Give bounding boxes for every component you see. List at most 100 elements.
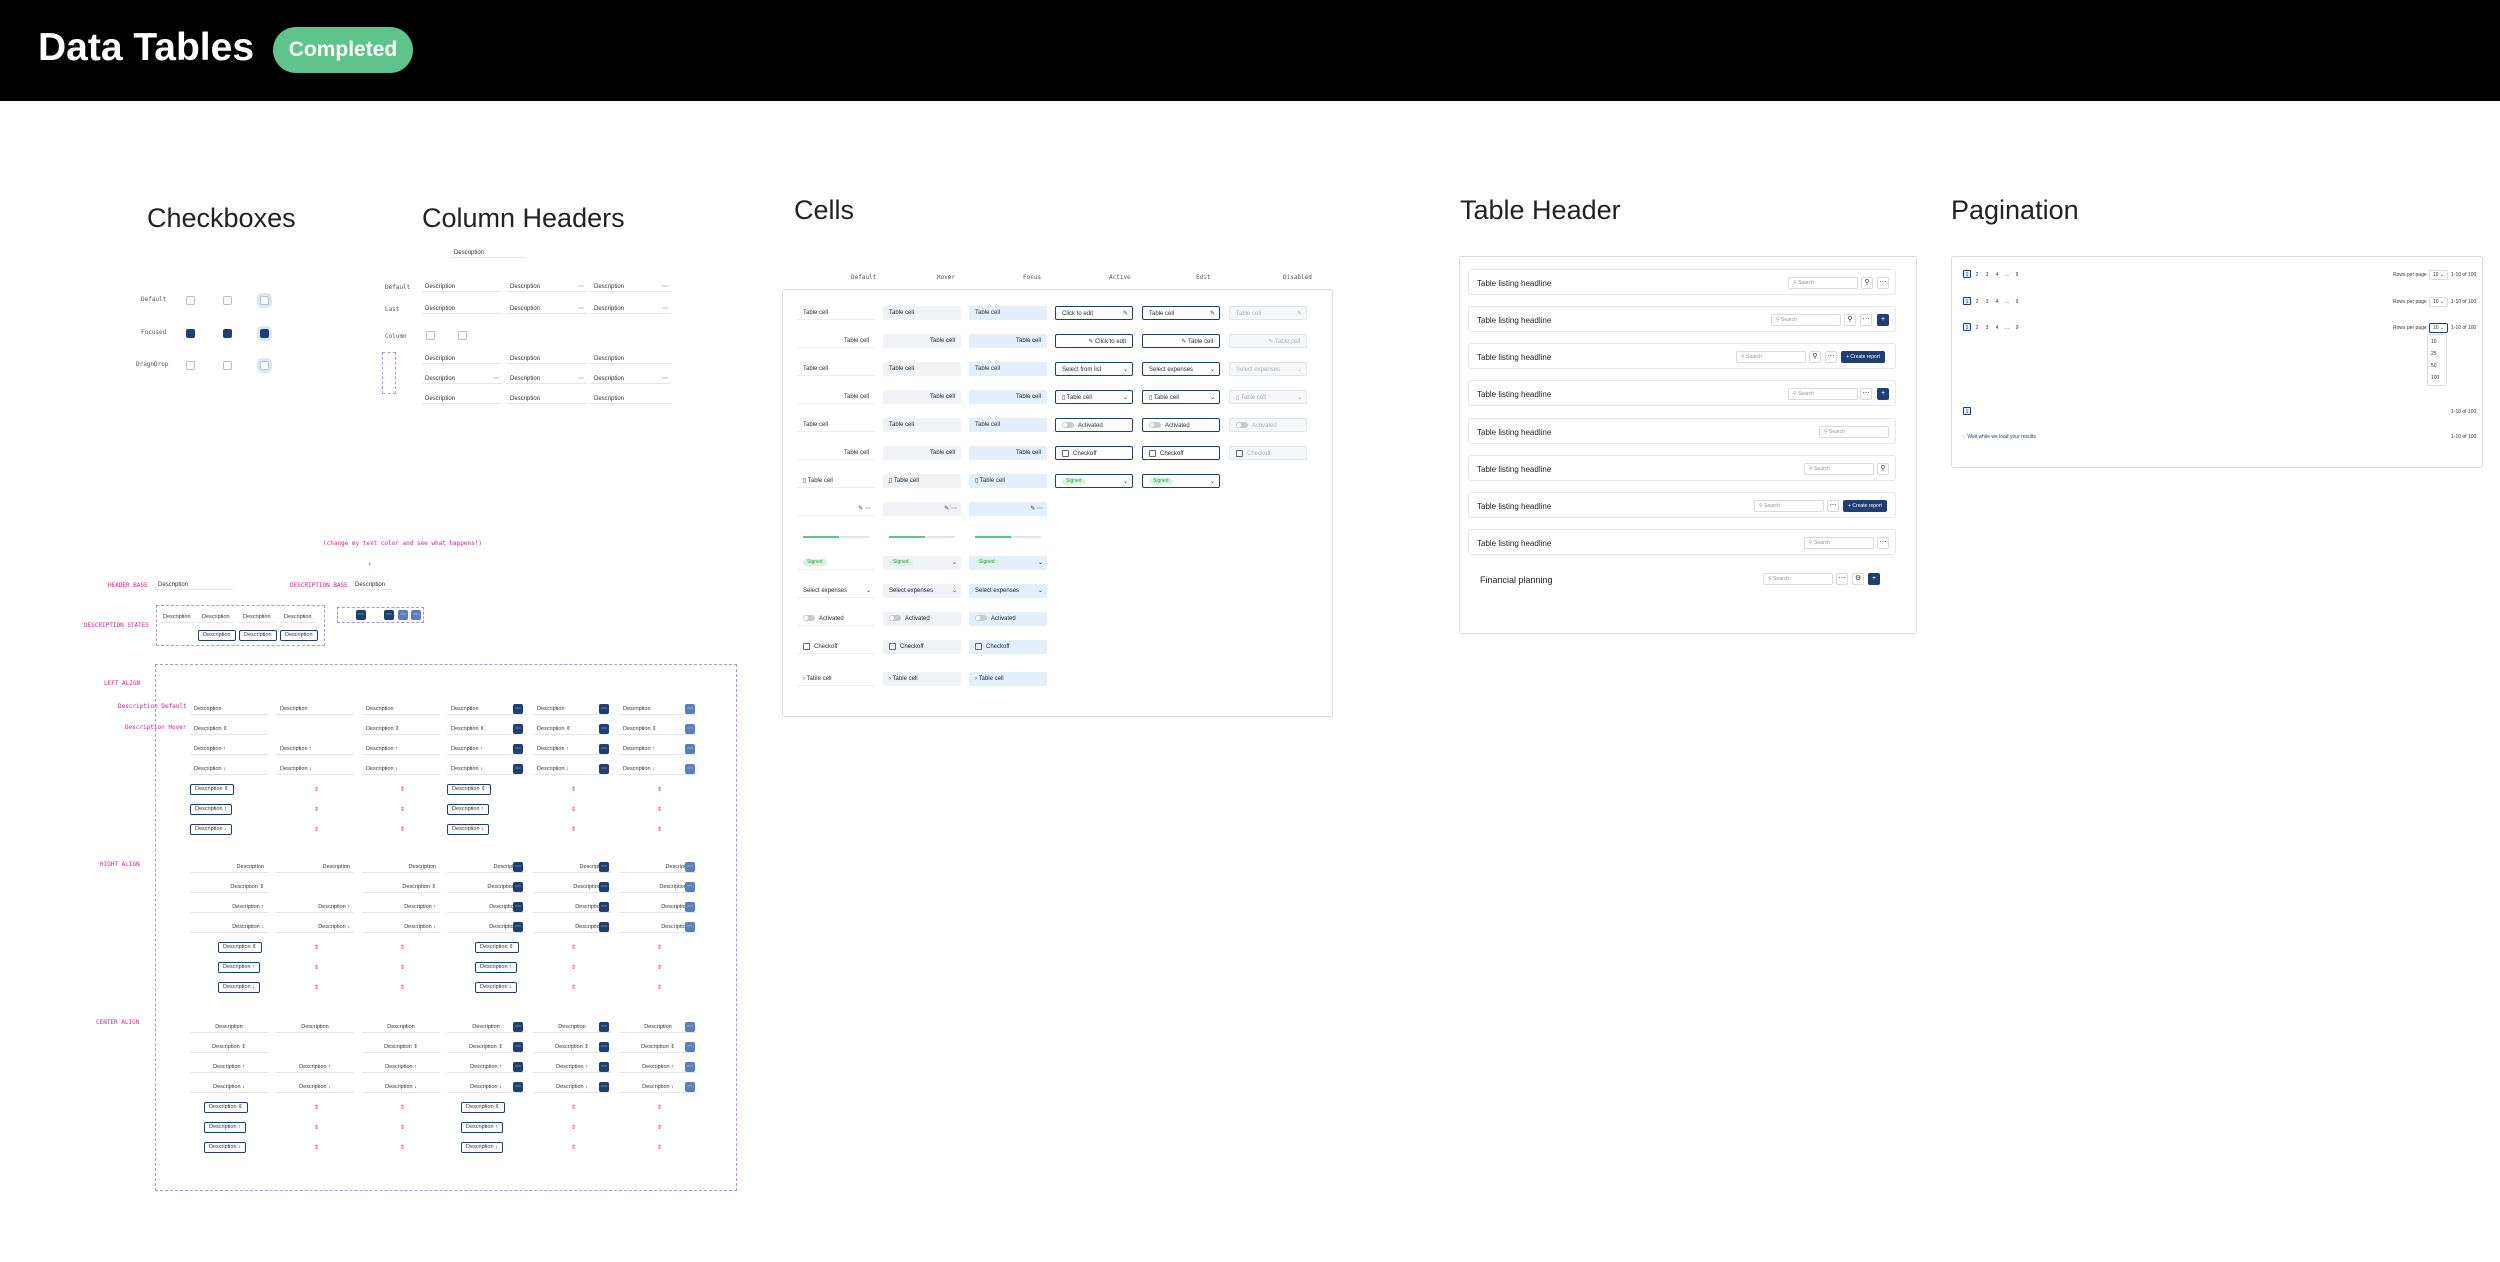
matrix-header-selected[interactable]: Description ↓ — [447, 824, 489, 835]
matrix-header-cell[interactable]: Description ↑ — [362, 1062, 440, 1073]
more-icon[interactable]: ⋯ — [1877, 277, 1889, 289]
menu-icon[interactable]: ⋯ — [599, 882, 609, 892]
matrix-header-cell[interactable]: Description — [362, 862, 440, 873]
table-cell-toggle[interactable]: Activated — [969, 612, 1047, 626]
menu-icon[interactable]: ⋯ — [599, 902, 609, 912]
menu-icon[interactable]: ⋯ — [599, 1042, 609, 1052]
matrix-header-selected[interactable]: Description ⇕ — [447, 784, 491, 795]
table-cell-active[interactable]: Signed ⌄ — [1055, 474, 1133, 488]
table-cell-active[interactable]: Click to edit ✎ — [1055, 306, 1133, 320]
page-button[interactable]: 1 — [1963, 323, 1971, 331]
menu-icon[interactable]: ⋯ — [685, 902, 695, 912]
matrix-header-cell[interactable]: Description ↑ — [533, 744, 611, 755]
matrix-header-selected[interactable]: Description ⇕ — [218, 942, 262, 953]
header-checkbox[interactable] — [458, 331, 467, 340]
matrix-header-selected[interactable]: Description ⇕ — [190, 784, 234, 795]
description-state[interactable]: Description — [239, 612, 275, 623]
table-cell-active[interactable]: ✎ Click to edit — [1055, 334, 1133, 348]
drag-handle-icon[interactable] — [223, 361, 232, 370]
page-button[interactable]: 3 — [1985, 299, 1989, 305]
matrix-header-cell[interactable]: Description ↓ — [362, 764, 440, 775]
matrix-header-cell[interactable]: Description ↑ — [619, 1062, 697, 1073]
column-header-cell[interactable]: Description — [422, 354, 502, 364]
table-cell[interactable]: Table cell — [883, 418, 961, 432]
table-cell-edit[interactable]: Checkoff — [1142, 446, 1220, 460]
toggle-icon[interactable] — [803, 615, 815, 622]
more-icon[interactable]: ⋯ — [1860, 314, 1872, 326]
menu-icon[interactable]: ⋯ — [599, 1022, 609, 1032]
matrix-header-cell[interactable]: Description ⇕ — [447, 724, 525, 735]
matrix-header-cell[interactable]: Description ↓ — [619, 1082, 697, 1093]
menu-icon[interactable]: ⋯ — [685, 724, 695, 734]
column-header-cell[interactable]: Description — [422, 304, 502, 314]
menu-option[interactable]: 25 — [2431, 351, 2437, 357]
description-state[interactable]: Description — [159, 612, 195, 623]
matrix-header-cell[interactable]: Description ↑ — [190, 744, 268, 755]
column-header-cell[interactable]: Description — [507, 394, 587, 404]
table-cell-edit[interactable]: Signed ⌄ — [1142, 474, 1220, 488]
description-base-cell[interactable]: Description — [352, 580, 392, 590]
table-cell-expand[interactable]: › Table cell — [883, 672, 961, 686]
matrix-header-cell[interactable]: Description — [447, 704, 525, 715]
menu-icon[interactable]: ⋯ — [685, 922, 695, 932]
matrix-header-cell[interactable]: Description ↓ — [447, 764, 525, 775]
table-cell[interactable]: Table cell — [797, 334, 875, 348]
menu-option[interactable]: 100 — [2431, 375, 2440, 381]
table-cell-checkbox[interactable]: Checkoff — [969, 640, 1047, 654]
filter-icon[interactable]: ⚲ — [1809, 351, 1821, 363]
table-cell[interactable]: Table cell — [969, 418, 1047, 432]
matrix-header-cell[interactable]: Description ↓ — [533, 1082, 611, 1093]
matrix-header-cell[interactable]: Description ↓ — [619, 922, 697, 933]
matrix-header-cell[interactable]: Description ↓ — [447, 1082, 525, 1093]
table-cell[interactable]: Table cell — [969, 362, 1047, 376]
page-button[interactable]: 3 — [1985, 272, 1989, 278]
table-cell-select[interactable]: Select expenses ⌄ — [969, 584, 1047, 598]
matrix-header-selected[interactable]: Description ↓ — [218, 982, 260, 993]
matrix-header-cell[interactable]: Description ↑ — [619, 744, 697, 755]
table-cell-checkbox[interactable]: Checkoff — [883, 640, 961, 654]
search-input[interactable]: ⚲ Search — [1788, 277, 1858, 289]
table-cell-select[interactable]: Select expenses ⌄ — [797, 584, 875, 598]
matrix-header-cell[interactable]: Description ↓ — [276, 764, 354, 775]
description-state-selected[interactable]: Description — [239, 630, 277, 641]
menu-icon[interactable]: ⋯ — [513, 1062, 523, 1072]
matrix-header-cell[interactable]: Description ↑ — [447, 902, 525, 913]
drag-handle-icon[interactable] — [257, 358, 272, 373]
menu-icon[interactable]: ⋯ — [599, 724, 609, 734]
menu-icon[interactable]: ⋯ — [599, 704, 609, 714]
table-cell[interactable]: Table cell — [969, 390, 1047, 404]
create-report-button[interactable]: + Create report — [1843, 500, 1887, 512]
description-state-selected[interactable]: Description — [198, 630, 236, 641]
table-cell-toggle[interactable]: Activated — [883, 612, 961, 626]
description-state-selected[interactable]: Description — [280, 630, 318, 641]
matrix-header-selected[interactable]: Description ↓ — [475, 982, 517, 993]
table-cell-active[interactable]: Select from list ⌄ — [1055, 362, 1133, 376]
table-cell-edit[interactable]: ✎ Table cell — [1142, 334, 1220, 348]
matrix-header-cell[interactable]: Description ↑ — [190, 902, 268, 913]
filter-icon[interactable]: ⚲ — [1844, 314, 1856, 326]
menu-icon[interactable]: ⋯ — [513, 882, 523, 892]
matrix-header-selected[interactable]: Description ↓ — [461, 1142, 503, 1153]
matrix-header-cell[interactable]: Description ⇕ — [362, 1042, 440, 1053]
search-input[interactable]: ⚲ Search — [1819, 426, 1889, 438]
matrix-header-cell[interactable]: Description — [447, 862, 525, 873]
matrix-header-cell[interactable]: Description ↓ — [533, 922, 611, 933]
table-cell-tag[interactable]: Signed — [797, 556, 875, 570]
column-header-cell[interactable]: Description — [451, 248, 525, 258]
page-button[interactable]: 3 — [1985, 325, 1989, 331]
table-cell-edit[interactable]: Table cell ✎ — [1142, 306, 1220, 320]
checkbox-checked[interactable] — [223, 329, 232, 338]
matrix-header-selected[interactable]: Description ↑ — [475, 962, 517, 973]
menu-option[interactable]: 50 — [2431, 363, 2437, 369]
matrix-header-cell[interactable]: Description — [190, 704, 268, 715]
add-button[interactable]: + — [1877, 314, 1889, 326]
checkbox-unchecked[interactable] — [186, 296, 195, 305]
menu-icon[interactable]: ⋯ — [513, 902, 523, 912]
page-button[interactable]: 2 — [1975, 299, 1979, 305]
search-input[interactable]: ⚲ Search — [1763, 573, 1833, 585]
header-checkbox[interactable] — [426, 331, 435, 340]
menu-icon[interactable]: ⋯ — [685, 862, 695, 872]
page-button[interactable]: … — [2004, 299, 2010, 305]
menu-icon[interactable]: ⋯ — [599, 764, 609, 774]
menu-icon[interactable]: ⋯ — [685, 1062, 695, 1072]
